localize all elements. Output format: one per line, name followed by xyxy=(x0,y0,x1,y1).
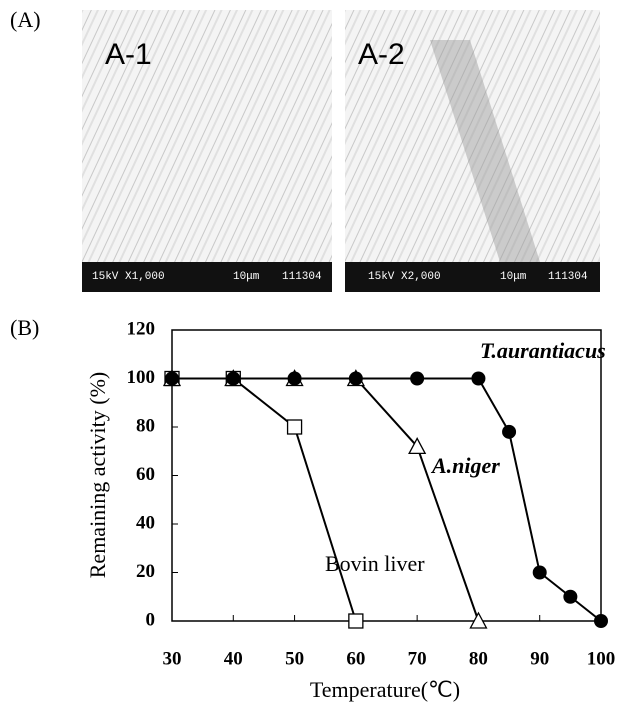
y-tick-label: 60 xyxy=(136,464,155,485)
series-label: T.aurantiacus xyxy=(480,338,606,363)
sem-image: A-1 15kV X1,000 10μm 111304 xyxy=(82,10,332,292)
marker xyxy=(563,589,578,604)
series-label: Bovin liver xyxy=(325,551,425,576)
image-label: A-2 xyxy=(358,38,405,71)
marker xyxy=(286,419,303,435)
image-info: 15kV X2,000 xyxy=(368,271,441,283)
image-code: 111304 xyxy=(282,271,322,283)
y-axis-label: Remaining activity (%) xyxy=(85,372,110,579)
x-tick-label: 90 xyxy=(530,648,549,669)
x-tick-label: 50 xyxy=(285,648,304,669)
marker xyxy=(408,437,427,455)
marker xyxy=(594,614,608,628)
marker xyxy=(165,371,179,386)
image-info: 15kV X1,000 xyxy=(92,271,165,283)
y-tick-label: 40 xyxy=(136,512,155,533)
marker xyxy=(410,371,425,386)
marker xyxy=(226,371,241,386)
series-line xyxy=(172,377,602,622)
x-tick-label: 100 xyxy=(587,648,616,669)
y-tick-label: 120 xyxy=(127,318,156,339)
x-tick-label: 40 xyxy=(224,648,243,669)
series-line xyxy=(172,377,480,622)
x-tick-label: 80 xyxy=(469,648,488,669)
y-tick-label: 100 xyxy=(127,367,156,388)
y-tick-label: 80 xyxy=(136,415,155,436)
x-tick-label: 30 xyxy=(163,648,182,669)
image-scale: 10μm xyxy=(500,271,527,283)
marker xyxy=(287,371,302,386)
sem-image: A-2 15kV X2,000 10μm 111304 xyxy=(345,10,600,292)
image-code: 111304 xyxy=(548,271,588,283)
y-tick-label: 20 xyxy=(136,561,155,582)
marker xyxy=(348,613,364,629)
x-tick-label: 60 xyxy=(346,648,365,669)
panel-label: (A) xyxy=(10,7,41,32)
x-tick-label: 70 xyxy=(408,648,427,669)
image-label: A-1 xyxy=(105,38,152,71)
marker xyxy=(471,371,486,386)
marker xyxy=(469,611,488,629)
panel-label: (B) xyxy=(10,315,39,340)
x-axis-label: Temperature(℃) xyxy=(310,677,460,702)
marker xyxy=(532,565,547,580)
y-tick-label: 0 xyxy=(146,609,156,630)
marker xyxy=(502,424,517,439)
image-scale: 10μm xyxy=(233,271,260,283)
series-line xyxy=(172,377,357,622)
marker xyxy=(348,371,363,386)
series-label: A.niger xyxy=(430,453,500,478)
